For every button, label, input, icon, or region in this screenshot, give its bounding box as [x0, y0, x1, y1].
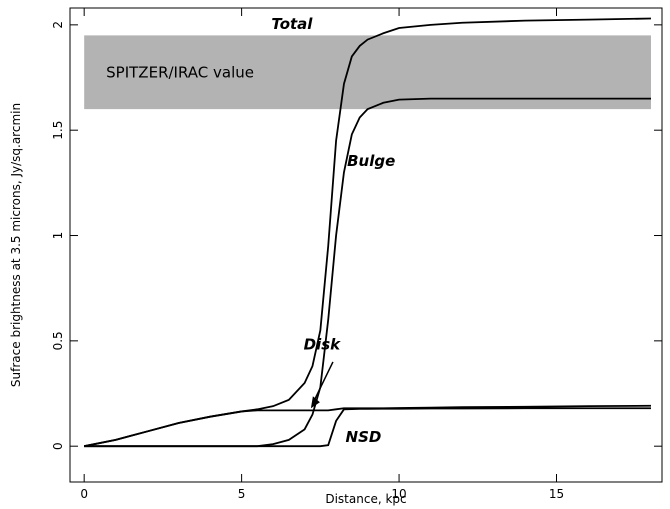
plot-frame: [69, 7, 663, 483]
series-label: Bulge: [347, 152, 395, 170]
series-label: Total: [271, 15, 313, 33]
series-label: Disk: [304, 335, 342, 353]
y-tick-label: 0: [51, 442, 65, 450]
arrow-head: [310, 396, 320, 409]
y-tick-label: 1.5: [51, 121, 65, 140]
series-line: [84, 407, 651, 448]
y-tick-label: 2: [51, 21, 65, 29]
band-label: SPITZER/IRAC value: [106, 63, 254, 81]
x-tick-label: 0: [80, 487, 88, 501]
x-tick-label: 10: [391, 487, 406, 501]
y-axis-label: Sufrace brightness at 3.5 microns, Jy/sq…: [9, 103, 23, 387]
series-label: NSD: [346, 428, 382, 446]
y-tick-label: 1: [51, 232, 65, 240]
x-tick-label: 5: [238, 487, 246, 501]
x-tick-label: 15: [549, 487, 564, 501]
x-axis-label: Distance, kpc: [325, 492, 406, 506]
arrow: [311, 361, 334, 405]
band: [84, 35, 651, 110]
y-tick-label: 0.5: [51, 331, 65, 350]
series-line: [84, 97, 651, 448]
